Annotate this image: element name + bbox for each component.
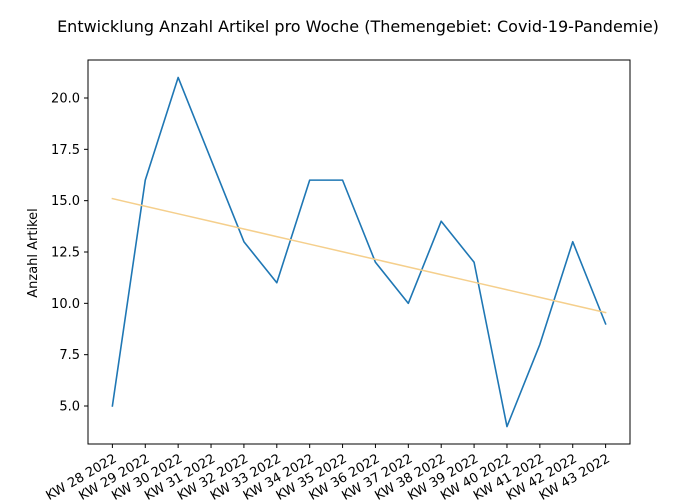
y-tick-label: 20.0 <box>51 91 80 106</box>
chart-title: Entwicklung Anzahl Artikel pro Woche (Th… <box>57 17 659 36</box>
y-tick-label: 5.0 <box>59 400 80 415</box>
plot-frame <box>87 59 631 445</box>
series-group <box>111 76 607 428</box>
y-tick-label: 12.5 <box>51 246 80 261</box>
series-line-trend <box>111 197 607 314</box>
y-tick-label: 17.5 <box>51 143 80 158</box>
y-tick-label: 15.0 <box>51 194 80 209</box>
y-tick-label: 10.0 <box>51 297 80 312</box>
y-axis-label: Anzahl Artikel <box>26 208 41 298</box>
series-line-articles <box>111 76 607 428</box>
y-tick-label: 7.5 <box>59 348 80 363</box>
